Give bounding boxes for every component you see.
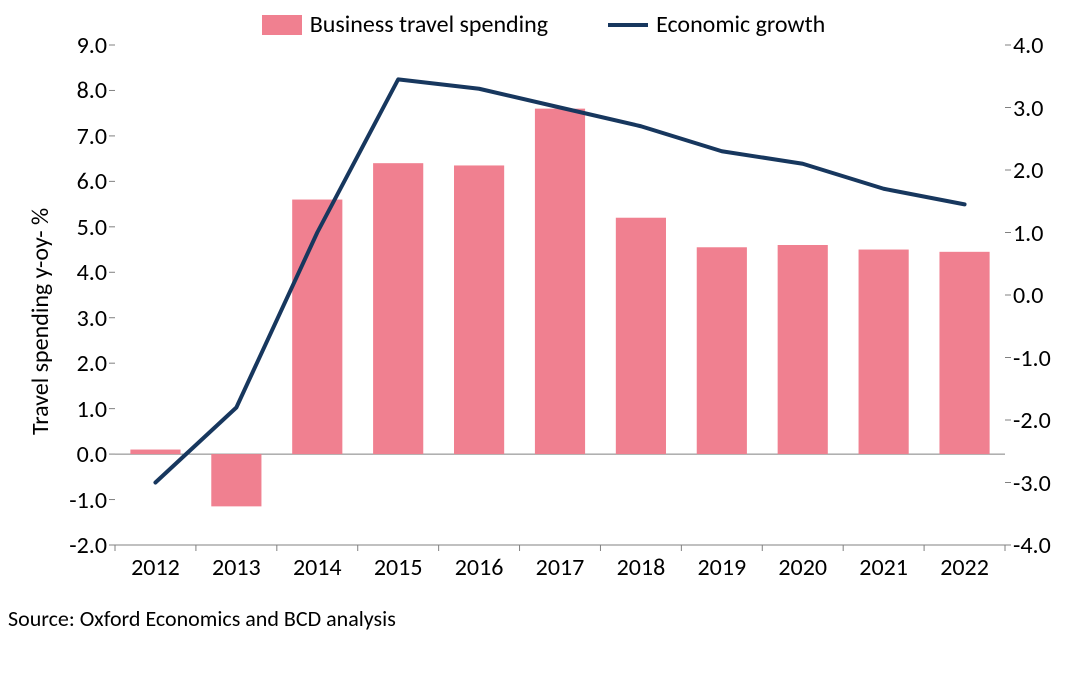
bar: [616, 218, 666, 454]
plot-area: [0, 0, 1087, 634]
y-left-tick-label: 9.0: [77, 31, 107, 60]
x-tick-label: 2017: [536, 553, 585, 582]
y-left-tick-label: -1.0: [69, 486, 107, 515]
y-left-tick-label: 6.0: [77, 167, 107, 196]
x-tick-label: 2013: [212, 553, 261, 582]
y-left-tick-label: 3.0: [77, 304, 107, 333]
x-tick-label: 2019: [697, 553, 746, 582]
y-right-tick-label: 2.0: [1013, 156, 1043, 185]
y-right-tick-label: -2.0: [1013, 406, 1051, 435]
bar: [211, 454, 261, 506]
y-left-tick-label: 4.0: [77, 258, 107, 287]
chart-container: Business travel spendingEconomic growth …: [0, 0, 1087, 634]
y-right-tick-label: -1.0: [1013, 344, 1051, 373]
bar: [859, 250, 909, 455]
x-tick-label: 2012: [131, 553, 180, 582]
bar: [939, 252, 989, 454]
bar: [292, 200, 342, 455]
y-right-tick-label: 4.0: [1013, 31, 1043, 60]
x-tick-label: 2018: [617, 553, 666, 582]
bar: [373, 163, 423, 454]
y-right-tick-label: 3.0: [1013, 94, 1043, 123]
x-tick-label: 2015: [374, 553, 423, 582]
source-note: Source: Oxford Economics and BCD analysi…: [8, 605, 396, 632]
x-tick-label: 2020: [778, 553, 827, 582]
y-left-tick-label: 5.0: [77, 213, 107, 242]
bar: [535, 109, 585, 454]
y-left-tick-label: 2.0: [77, 349, 107, 378]
bar: [130, 450, 180, 455]
bar: [697, 247, 747, 454]
y-right-tick-label: 0.0: [1013, 281, 1043, 310]
y-left-tick-label: 8.0: [77, 76, 107, 105]
y-left-tick-label: -2.0: [69, 531, 107, 560]
y-right-tick-label: -4.0: [1013, 531, 1051, 560]
x-tick-label: 2021: [859, 553, 908, 582]
x-tick-label: 2016: [455, 553, 504, 582]
y-left-tick-label: 7.0: [77, 122, 107, 151]
y-right-tick-label: -3.0: [1013, 469, 1051, 498]
x-tick-label: 2014: [293, 553, 342, 582]
bar: [778, 245, 828, 454]
y-left-tick-label: 1.0: [77, 395, 107, 424]
x-tick-label: 2022: [940, 553, 989, 582]
bar: [454, 165, 504, 454]
y-right-tick-label: 1.0: [1013, 219, 1043, 248]
y-left-tick-label: 0.0: [77, 440, 107, 469]
